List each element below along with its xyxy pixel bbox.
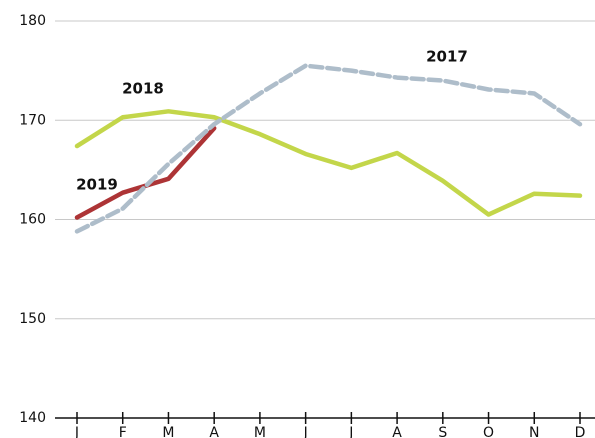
x-tick-label: J [348,425,353,438]
y-tick-label: 160 [19,212,46,228]
x-tick-label: J [303,425,308,438]
series-line [74,109,583,217]
x-tick-label: O [483,425,494,438]
x-tick-label: N [529,425,539,438]
y-tick-label: 180 [19,13,46,29]
series-label: 2019 [76,176,118,194]
x-tick-label: S [438,425,447,438]
x-tick-label: D [575,425,586,438]
x-tick-label: A [209,425,219,438]
y-tick-label: 150 [19,311,46,327]
x-tick-label: A [392,425,402,438]
series-label: 2018 [122,80,164,98]
x-tick-label: M [162,425,174,438]
x-tick-label: F [119,425,127,438]
series-line [74,63,583,234]
series-label: 2017 [426,48,468,66]
x-tick-label: J [74,425,79,438]
x-tick-label: M [254,425,266,438]
y-tick-label: 140 [19,410,46,426]
y-tick-label: 170 [19,112,46,128]
